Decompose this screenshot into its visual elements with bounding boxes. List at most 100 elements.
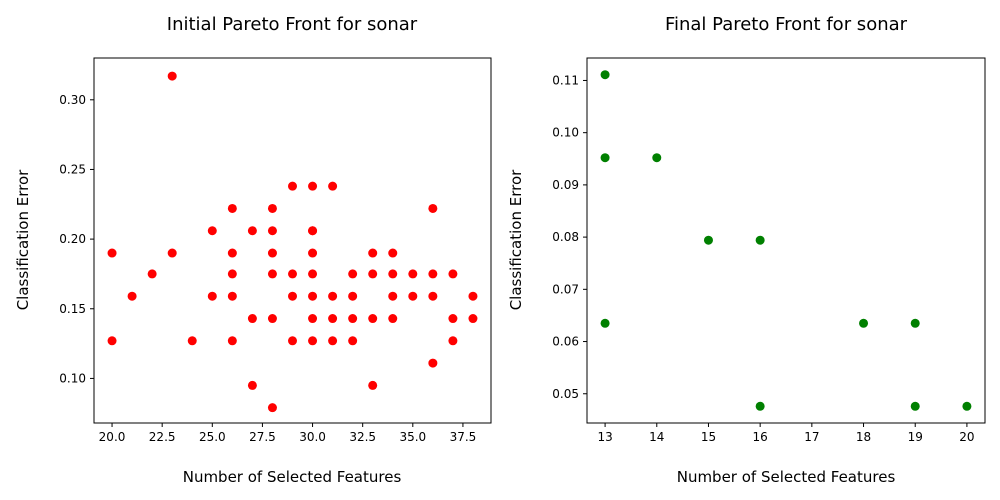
x-tick-label: 18	[856, 430, 871, 444]
x-axis-ticks: 20.0 22.5 25.0 27.5 30.0 32.5 35.0 37.5	[99, 423, 477, 444]
scatter-point	[247, 314, 257, 324]
y-axis-title: Classification Error	[507, 169, 525, 310]
scatter-point	[328, 336, 338, 346]
scatter-point	[328, 314, 338, 324]
y-axis-ticks: 0.10 0.15 0.20 0.25 0.30	[59, 93, 94, 385]
scatter-point	[388, 291, 398, 301]
scatter-point	[308, 269, 318, 279]
x-tick-label: 20	[959, 430, 974, 444]
scatter-point	[755, 235, 765, 245]
y-tick-label: 0.20	[59, 232, 86, 246]
y-tick-label: 0.10	[552, 126, 579, 140]
y-tick-label: 0.08	[552, 230, 579, 244]
scatter-point	[348, 336, 358, 346]
x-tick-label: 19	[908, 430, 923, 444]
scatter-point	[348, 269, 358, 279]
scatter-point	[187, 336, 197, 346]
y-tick-label: 0.09	[552, 178, 579, 192]
scatter-point	[448, 314, 458, 324]
scatter-point	[267, 248, 277, 258]
scatter-point	[267, 226, 277, 236]
scatter-point	[652, 153, 662, 163]
scatter-point	[147, 269, 157, 279]
scatter-points	[107, 71, 478, 413]
scatter-point	[428, 203, 438, 213]
scatter-point	[448, 269, 458, 279]
x-tick-label: 16	[753, 430, 768, 444]
x-tick-label: 25.0	[199, 430, 226, 444]
scatter-point	[348, 314, 358, 324]
x-axis-ticks: 13 14 15 16 17 18 19 20	[597, 423, 975, 444]
scatter-point	[247, 380, 257, 390]
final-pareto-front-chart: Final Pareto Front for sonar Number of S…	[507, 14, 986, 486]
scatter-point	[428, 358, 438, 368]
plot-frame	[93, 57, 492, 424]
x-tick-label: 27.5	[249, 430, 276, 444]
scatter-point	[328, 181, 338, 191]
y-tick-label: 0.05	[552, 387, 579, 401]
scatter-point	[468, 291, 478, 301]
scatter-point	[288, 291, 297, 301]
scatter-point	[428, 269, 438, 279]
scatter-point	[910, 401, 920, 411]
x-tick-label: 22.5	[149, 430, 176, 444]
y-tick-label: 0.25	[59, 162, 86, 176]
scatter-point	[308, 181, 318, 191]
scatter-point	[288, 181, 297, 191]
x-tick-label: 14	[649, 430, 664, 444]
scatter-point	[428, 291, 438, 301]
scatter-point	[227, 291, 237, 301]
scatter-point	[859, 318, 869, 328]
scatter-point	[227, 203, 237, 213]
x-tick-label: 37.5	[450, 430, 477, 444]
scatter-point	[448, 336, 458, 346]
scatter-point	[227, 269, 237, 279]
y-tick-label: 0.06	[552, 335, 579, 349]
scatter-point	[368, 248, 378, 258]
scatter-point	[962, 401, 972, 411]
scatter-point	[308, 291, 318, 301]
scatter-point	[755, 401, 765, 411]
scatter-point	[127, 291, 137, 301]
scatter-point	[600, 153, 610, 163]
scatter-point	[227, 248, 237, 258]
scatter-point	[308, 314, 318, 324]
scatter-point	[600, 318, 610, 328]
x-tick-label: 30.0	[299, 430, 326, 444]
scatter-point	[368, 269, 378, 279]
scatter-point	[600, 70, 610, 80]
scatter-point	[207, 291, 217, 301]
scatter-point	[267, 269, 277, 279]
x-tick-label: 13	[597, 430, 612, 444]
y-tick-label: 0.07	[552, 282, 579, 296]
scatter-points	[600, 70, 972, 411]
x-tick-label: 20.0	[99, 430, 126, 444]
scatter-point	[328, 291, 338, 301]
scatter-point	[408, 291, 418, 301]
x-tick-label: 35.0	[399, 430, 426, 444]
y-tick-label: 0.15	[59, 302, 86, 316]
scatter-point	[107, 248, 117, 258]
plot-frame	[586, 57, 986, 424]
scatter-point	[288, 269, 297, 279]
x-tick-label: 17	[804, 430, 819, 444]
y-tick-label: 0.10	[59, 371, 86, 385]
scatter-point	[207, 226, 217, 236]
scatter-point	[227, 336, 237, 346]
y-tick-label: 0.30	[59, 93, 86, 107]
scatter-point	[167, 71, 177, 81]
scatter-point	[348, 291, 358, 301]
initial-pareto-front-chart: Initial Pareto Front for sonar Number of…	[14, 14, 492, 486]
scatter-point	[308, 248, 318, 258]
x-tick-label: 32.5	[349, 430, 376, 444]
scatter-point	[468, 314, 478, 324]
chart-title: Initial Pareto Front for sonar	[167, 14, 418, 35]
scatter-point	[308, 226, 318, 236]
scatter-point	[247, 226, 257, 236]
scatter-point	[388, 269, 398, 279]
scatter-point	[267, 403, 277, 413]
x-tick-label: 15	[701, 430, 716, 444]
scatter-point	[703, 235, 713, 245]
scatter-point	[910, 318, 920, 328]
